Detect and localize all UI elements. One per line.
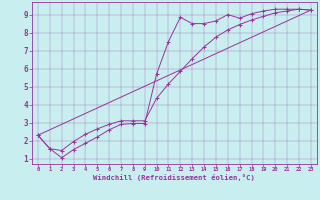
X-axis label: Windchill (Refroidissement éolien,°C): Windchill (Refroidissement éolien,°C)	[93, 174, 255, 181]
